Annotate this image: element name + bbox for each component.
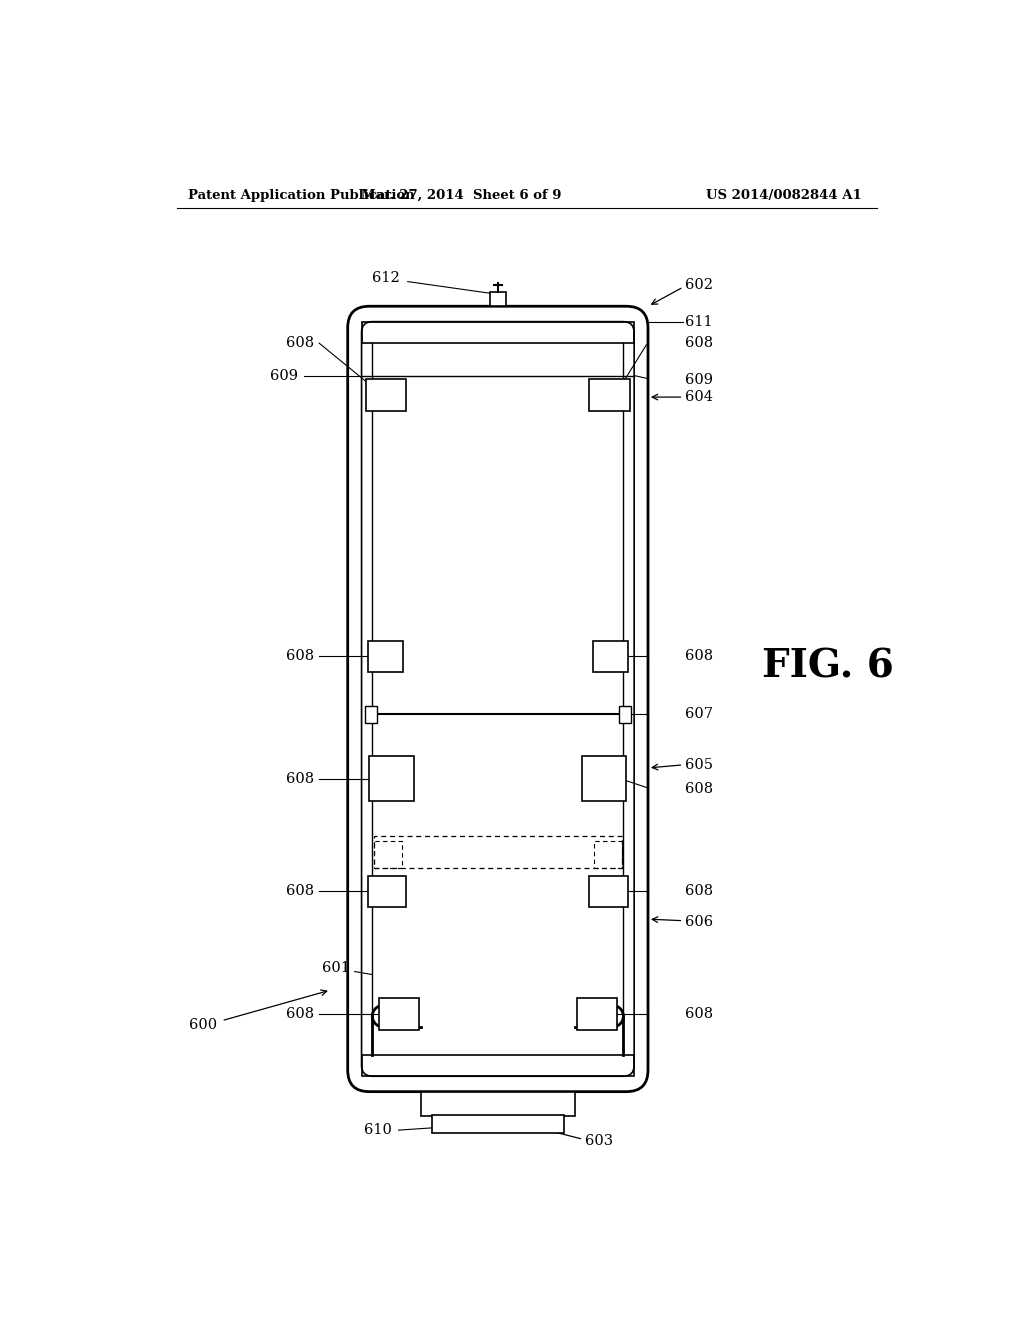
Bar <box>368 642 403 672</box>
Bar <box>361 1055 634 1076</box>
Bar <box>379 998 419 1030</box>
Text: 606: 606 <box>685 915 713 929</box>
Text: FIG. 6: FIG. 6 <box>762 648 894 685</box>
Text: 608: 608 <box>286 884 313 899</box>
Text: 611: 611 <box>685 314 713 329</box>
Text: Mar. 27, 2014  Sheet 6 of 9: Mar. 27, 2014 Sheet 6 of 9 <box>361 189 562 202</box>
Text: Patent Application Publication: Patent Application Publication <box>188 189 415 202</box>
Text: 608: 608 <box>286 772 313 785</box>
Bar <box>361 322 634 343</box>
Text: 609: 609 <box>685 374 713 387</box>
Text: 610: 610 <box>365 1123 392 1137</box>
Bar <box>593 642 628 672</box>
Bar <box>578 998 617 1030</box>
Bar <box>432 1114 564 1133</box>
Text: 604: 604 <box>685 391 713 404</box>
Text: US 2014/0082844 A1: US 2014/0082844 A1 <box>707 189 862 202</box>
Text: 603: 603 <box>585 1134 613 1148</box>
Text: 608: 608 <box>685 337 713 350</box>
Bar <box>367 379 407 411</box>
Text: 608: 608 <box>286 337 313 350</box>
Bar <box>365 706 377 722</box>
Bar <box>374 836 622 869</box>
Bar <box>490 293 506 306</box>
Text: 605: 605 <box>685 758 713 772</box>
Text: 601: 601 <box>323 961 350 975</box>
Text: 612: 612 <box>373 271 400 285</box>
Bar <box>590 379 630 411</box>
Bar <box>370 756 414 801</box>
Text: 600: 600 <box>188 1018 217 1032</box>
Bar <box>421 1092 574 1117</box>
Bar <box>368 876 407 907</box>
Text: 607: 607 <box>685 708 713 721</box>
Bar <box>590 876 628 907</box>
Text: 608: 608 <box>685 783 713 796</box>
Bar <box>594 841 622 869</box>
Bar <box>618 706 631 722</box>
Text: 608: 608 <box>286 1007 313 1020</box>
Text: 608: 608 <box>685 884 713 899</box>
Bar <box>582 756 627 801</box>
Text: 608: 608 <box>286 649 313 663</box>
Bar <box>374 841 401 869</box>
Text: 609: 609 <box>270 368 298 383</box>
Text: 608: 608 <box>685 649 713 663</box>
Text: 608: 608 <box>685 1007 713 1020</box>
Text: 602: 602 <box>685 279 713 293</box>
